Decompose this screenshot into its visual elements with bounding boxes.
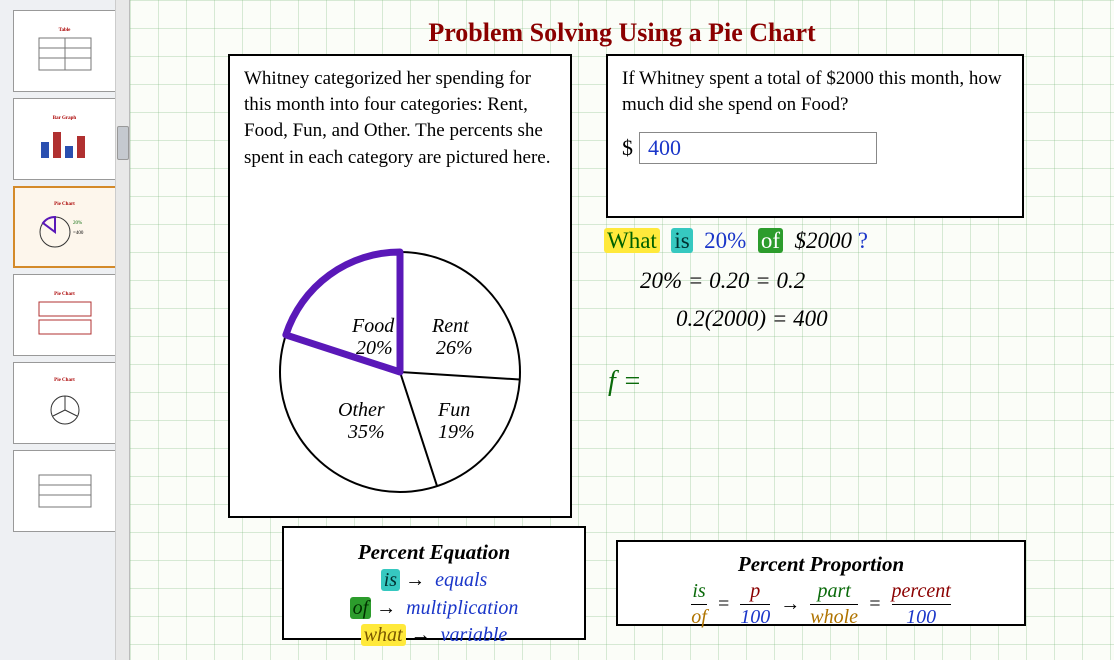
thumbnail-selected[interactable]: Pie Chart 20%=400 — [13, 186, 117, 268]
thumbnail[interactable]: Table — [13, 10, 117, 92]
svg-text:19%: 19% — [438, 421, 475, 443]
svg-text:20%: 20% — [356, 337, 393, 359]
thumbnail-panel: Table Bar Graph Pie Chart 20% =400 Pie Ch… — [0, 0, 130, 660]
thumbnail[interactable]: Pie Chart — [13, 274, 117, 356]
percent-proportion-box: Percent Proportion isof = p100 → partwho… — [616, 540, 1026, 626]
svg-text:26%: 26% — [436, 337, 473, 359]
handwriting-line-1: What is 20% of $2000 ? — [604, 228, 868, 254]
svg-text:35%: 35% — [347, 421, 385, 443]
handwriting-line-4: f = — [608, 366, 642, 398]
pie-label-fun: Fun — [437, 399, 470, 421]
pie-label-other: Other — [338, 399, 385, 421]
scrollbar-track[interactable] — [115, 0, 129, 660]
svg-text:=400: =400 — [73, 231, 84, 236]
thumbnail[interactable]: Bar Graph — [13, 98, 117, 180]
pie-label-rent: Rent — [431, 315, 469, 337]
question-box: If Whitney spent a total of $2000 this m… — [606, 54, 1024, 218]
slide-canvas: Problem Solving Using a Pie Chart Whitne… — [130, 0, 1114, 660]
svg-text:20%: 20% — [73, 221, 82, 226]
dollar-sign: $ — [622, 135, 633, 161]
handwriting-line-2: 20% = 0.20 = 0.2 — [640, 268, 805, 294]
pie-chart: Food 20% Rent 26% Other 35% Fun 19% — [260, 232, 540, 512]
thumbnail[interactable] — [13, 450, 117, 532]
problem-box: Whitney categorized her spending for thi… — [228, 54, 572, 518]
answer-input[interactable] — [639, 132, 877, 164]
question-text: If Whitney spent a total of $2000 this m… — [622, 66, 1008, 118]
handwriting-line-3: 0.2(2000) = 400 — [676, 306, 828, 332]
pie-label-food: Food — [351, 315, 395, 337]
problem-text: Whitney categorized her spending for thi… — [244, 66, 556, 171]
percent-equation-box: Percent Equation is → equals of → multip… — [282, 526, 586, 640]
scrollbar-thumb[interactable] — [117, 126, 129, 160]
thumbnail[interactable]: Pie Chart — [13, 362, 117, 444]
slide-title: Problem Solving Using a Pie Chart — [130, 18, 1114, 48]
